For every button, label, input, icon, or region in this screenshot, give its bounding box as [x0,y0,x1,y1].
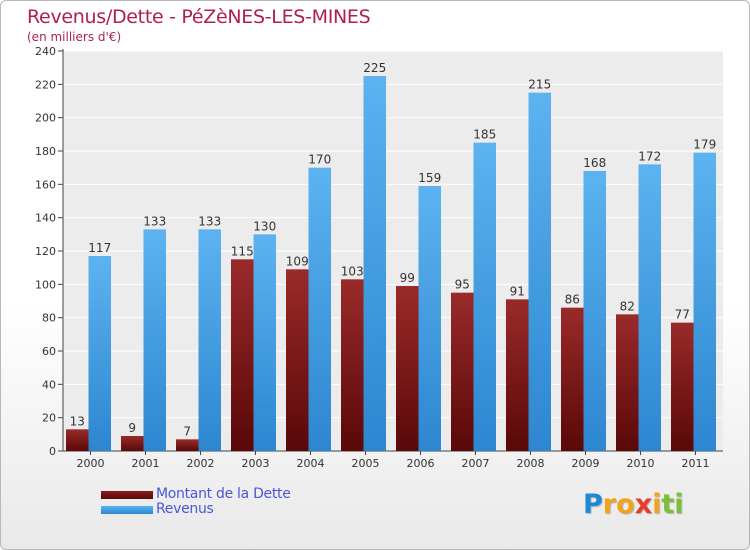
y-tick-label: 160 [35,178,56,191]
bar-revenus [473,142,496,451]
legend-swatch-dette [101,491,153,499]
bar-revenus [198,229,221,451]
data-label-dette: 77 [675,308,690,322]
y-tick-label: 100 [35,278,56,291]
y-tick-label: 180 [35,145,56,158]
bar-revenus [363,76,386,451]
bar-dette [396,286,419,451]
data-label-dette: 95 [455,278,470,292]
x-tick-label: 2006 [407,457,435,470]
y-tick-label: 200 [35,112,56,125]
bar-revenus [308,167,331,451]
bar-dette [561,307,584,451]
y-tick-label: 60 [42,345,56,358]
data-label-revenus: 130 [253,219,276,233]
bar-revenus [253,234,276,451]
x-tick-label: 2011 [682,457,710,470]
bar-dette [121,436,144,451]
data-label-revenus: 170 [308,153,331,167]
legend-label-dette: Montant de la Dette [156,486,291,502]
y-tick-label: 20 [42,412,56,425]
chart-title: Revenus/Dette - PéZèNES-LES-MINES [27,6,371,28]
bar-dette [451,292,474,451]
data-label-revenus: 117 [88,241,111,255]
data-label-revenus: 133 [198,214,221,228]
y-tick-label: 0 [49,445,56,458]
proxiti-logo: Proxiti [583,489,684,520]
data-label-revenus: 179 [693,138,716,152]
data-label-dette: 7 [183,424,191,438]
x-tick-label: 2001 [132,457,160,470]
bar-dette [286,269,309,451]
data-label-dette: 115 [231,244,254,258]
bar-revenus [528,92,551,452]
x-tick-label: 2010 [627,457,655,470]
x-tick-label: 2009 [572,457,600,470]
data-label-dette: 9 [128,421,136,435]
data-label-revenus: 159 [418,171,441,185]
logo-letter: i [652,489,662,520]
legend-label-revenus: Revenus [156,501,214,517]
x-tick-label: 2008 [517,457,545,470]
logo-letter: t [661,489,675,520]
data-label-revenus: 215 [528,78,551,92]
y-tick-label: 80 [42,312,56,325]
logo-letter: r [602,489,617,520]
y-tick-label: 240 [35,45,56,58]
bar-dette [231,259,254,451]
bar-dette [176,439,199,451]
data-label-dette: 13 [70,414,85,428]
y-tick-label: 120 [35,245,56,258]
data-label-dette: 82 [620,299,635,313]
x-tick-label: 2003 [242,457,270,470]
bar-dette [506,299,529,451]
bar-dette [616,314,639,451]
logo-letter: o [616,489,635,520]
bar-dette [671,322,694,451]
x-tick-label: 2004 [297,457,325,470]
data-label-dette: 86 [565,293,580,307]
data-label-revenus: 172 [638,149,661,163]
logo-letter: P [583,489,603,520]
x-tick-label: 2007 [462,457,490,470]
y-tick-label: 40 [42,378,56,391]
bar-revenus [88,256,111,451]
data-label-revenus: 225 [363,61,386,75]
x-tick-label: 2002 [187,457,215,470]
bar-dette [341,279,364,451]
data-label-dette: 109 [286,254,309,268]
bar-revenus [638,164,661,452]
x-tick-label: 2005 [352,457,380,470]
data-label-dette: 103 [341,264,364,278]
legend-swatch-revenus [101,506,153,514]
x-tick-label: 2000 [77,457,105,470]
data-label-revenus: 185 [473,128,496,142]
data-label-dette: 99 [400,271,415,285]
data-label-revenus: 168 [583,156,606,170]
y-tick-label: 220 [35,78,56,91]
bar-revenus [693,152,716,451]
data-label-revenus: 133 [143,214,166,228]
bar-revenus [418,186,441,451]
y-tick-label: 140 [35,212,56,225]
bar-revenus [583,171,606,451]
chart-subtitle: (en milliers d'€) [27,30,122,44]
logo-letter: i [674,489,684,520]
data-label-dette: 91 [510,284,525,298]
logo-letter: x [634,489,653,520]
bar-dette [66,429,89,451]
bar-revenus [143,229,166,451]
